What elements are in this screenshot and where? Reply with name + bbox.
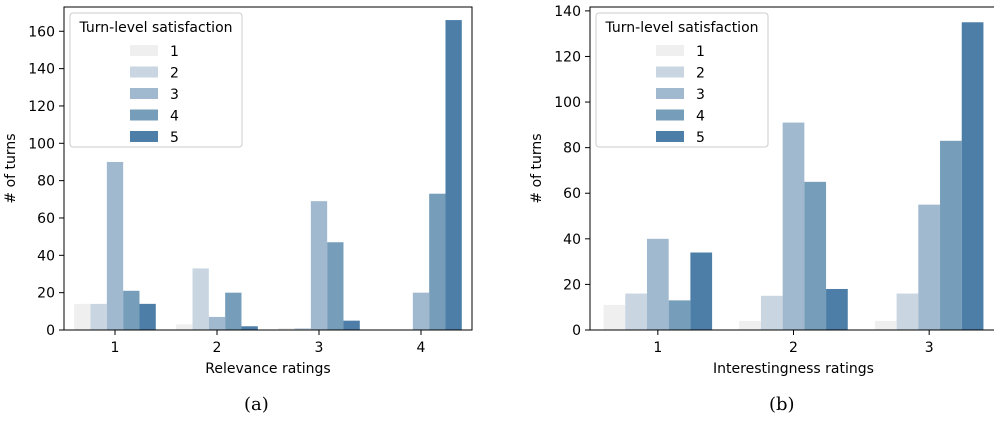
legend-label: 4 [170,109,179,125]
y-tick-label: 120 [554,49,581,65]
y-tick-label: 0 [46,323,55,339]
bar [918,204,941,330]
bar [294,328,311,330]
bar [826,288,848,330]
legend-title: Turn-level satisfaction [604,20,758,36]
legend-swatch [130,131,158,142]
bar [327,242,344,330]
legend-label: 3 [696,87,705,103]
y-tick-label: 140 [28,62,55,78]
bar [961,22,984,331]
bar [241,326,258,330]
chart-b: 0 20 40 60 80 100 120 140 1 2 3 Interestingness rat… [529,4,994,377]
bar [74,303,91,330]
y-axis-label: # of turns [3,133,19,203]
legend: Turn-level satisfaction 1 2 3 4 5 [69,12,243,148]
y-tick-label: 120 [28,99,55,115]
legend-title: Turn-level satisfaction [78,20,232,36]
chart-a: 0 20 40 60 80 100 120 140 160 1 2 3 4 Relevance ratin… [3,6,473,377]
bar [646,238,669,330]
legend-swatch [656,88,684,99]
bar [690,252,713,330]
y-tick-label: 160 [28,24,55,40]
legend-swatch [130,66,158,78]
bar [896,293,919,330]
x-axis-label: Relevance ratings [205,361,330,377]
legend-label: 3 [170,87,179,103]
y-tick-label: 60 [563,186,581,202]
bar [90,303,107,330]
legend-box [595,12,769,148]
y-tick-label: 40 [37,248,55,264]
bar [278,328,295,330]
legend-label: 1 [170,44,179,60]
bar [804,181,827,330]
bar [625,293,647,330]
y-tick-label: 40 [563,232,581,248]
bar [603,304,626,330]
bar [225,292,242,330]
legend-label: 2 [696,66,705,82]
x-tick-label: 3 [315,340,324,356]
y-tick-label: 140 [554,4,581,20]
legend-swatch [656,109,684,121]
legend: Turn-level satisfaction 1 2 3 4 5 [595,12,769,148]
y-tick-label: 0 [572,323,581,339]
bar [782,122,805,330]
bar [192,268,209,330]
x-tick-label: 2 [789,340,798,356]
legend-label: 1 [696,44,705,60]
legend-swatch [656,131,684,142]
y-tick-label: 100 [554,95,581,111]
y-tick-label: 80 [563,141,581,157]
y-tick-label: 60 [37,211,55,227]
legend-label: 5 [696,130,705,146]
x-tick-label: 4 [417,340,426,356]
x-tick-label: 2 [213,340,222,356]
y-tick-label: 100 [28,136,55,152]
x-tick-label: 3 [925,340,934,356]
bar [668,300,691,330]
legend-label: 4 [696,109,705,125]
legend-swatch [656,45,684,56]
x-axis-label: Interestingness ratings [713,361,874,377]
caption-a: (a) [244,394,269,415]
bar [445,20,462,330]
bar [123,290,140,330]
bar [874,320,897,330]
legend-swatch [656,66,684,78]
x-tick-label: 1 [653,340,662,356]
bar [176,324,193,330]
bar [739,320,761,330]
legend-swatch [130,45,158,56]
bar [760,295,783,330]
legend-label: 2 [170,66,179,82]
bar [139,303,156,330]
legend-swatch [130,109,158,121]
legend-label: 5 [170,130,179,146]
y-tick-label: 20 [563,277,581,293]
bar [343,320,360,330]
legend-box [69,12,243,148]
bar [106,161,124,330]
caption-b: (b) [769,394,795,415]
bar [429,193,446,330]
bar [310,201,328,330]
bar [412,292,430,330]
plot-frame [63,6,473,331]
y-tick-label: 20 [37,286,55,302]
y-tick-label: 80 [37,174,55,190]
y-axis-label: # of turns [529,133,545,203]
bar [940,140,962,330]
x-tick-label: 1 [111,340,120,356]
legend-swatch [130,88,158,99]
bar [208,316,226,330]
